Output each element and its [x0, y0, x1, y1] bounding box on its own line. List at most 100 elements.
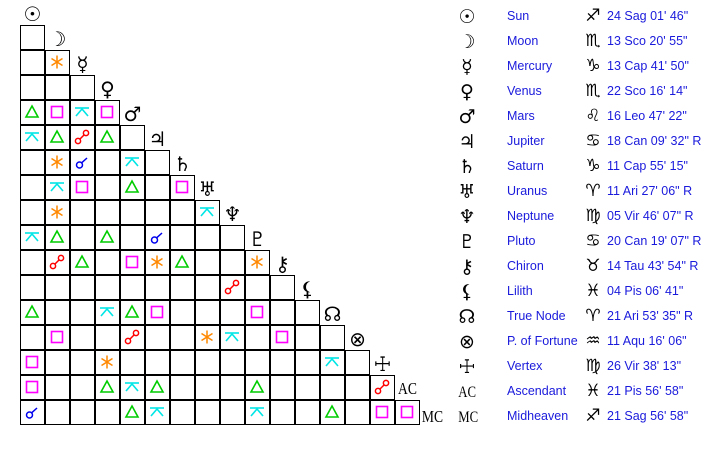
planet-glyph-icon: ♂: [458, 106, 476, 128]
aspect-cell: [219, 249, 245, 275]
grid-glyph-uranus: ♅: [198, 177, 217, 201]
aspect-cell: [44, 99, 70, 125]
aspect-cell: [94, 99, 120, 125]
aspect-cell: [219, 374, 245, 400]
aspect-cell: [119, 224, 145, 250]
aspect-cell: [69, 174, 95, 200]
aspect-cell: [169, 399, 195, 425]
aspect-cell: [94, 149, 120, 175]
aspect-cell: [19, 99, 45, 125]
aspect-cell: [144, 149, 170, 175]
aspect-cell: [119, 374, 145, 400]
aspect-cell: [294, 349, 320, 375]
aspect-cell: [219, 324, 245, 350]
sextile-aspect-icon: [99, 354, 115, 370]
square-aspect-icon: [399, 404, 415, 420]
aspect-cell: [94, 274, 120, 300]
planet-row: ☩ Vertex ♍ 26 Vir 38' 13": [450, 356, 705, 385]
planet-glyph-icon: ⊗: [459, 331, 475, 353]
planet-position: 24 Sag 01' 46": [607, 9, 689, 23]
aspect-cell: [119, 149, 145, 175]
aspect-cell: [44, 299, 70, 325]
aspect-cell: [19, 74, 45, 100]
planet-name: Mercury: [507, 59, 553, 73]
aspect-cell: [269, 299, 295, 325]
planet-name: Sun: [507, 9, 530, 23]
aspect-cell: [269, 324, 295, 350]
planet-name: Venus: [507, 84, 542, 98]
sextile-aspect-icon: [249, 254, 265, 270]
planet-glyph-icon: ♇: [458, 231, 476, 253]
grid-glyph-venus: ♀: [100, 77, 115, 101]
planet-name: Mars: [507, 109, 535, 123]
planet-name: Saturn: [507, 159, 544, 173]
aspect-cell: [294, 399, 320, 425]
aspect-cell: [344, 374, 370, 400]
planet-name: Pluto: [507, 234, 536, 248]
trine-aspect-icon: [99, 129, 115, 145]
aspect-cell: [19, 324, 45, 350]
planet-name: Jupiter: [507, 134, 545, 148]
aspect-cell: [269, 399, 295, 425]
planet-row: ⚷ Chiron ♉ 14 Tau 43' 54" R: [450, 256, 705, 285]
quincunx-aspect-icon: [199, 204, 215, 220]
grid-glyph-mars: ♂: [123, 102, 142, 126]
planet-name: Lilith: [507, 284, 533, 298]
aspect-cell: [19, 349, 45, 375]
planet-position-list: ☉ Sun ♐ 24 Sag 01' 46" ☽ Moon ♏ 13 Sco 20…: [450, 0, 705, 450]
conjunction-aspect-icon: [74, 154, 90, 170]
aspect-cell: [144, 399, 170, 425]
planet-row: ♆ Neptune ♍ 05 Vir 46' 07" R: [450, 206, 705, 235]
planet-position: 20 Can 19' 07" R: [607, 234, 702, 248]
zodiac-sign-icon: ♐: [585, 406, 601, 426]
aspect-cell: [69, 299, 95, 325]
aspect-cell: [44, 174, 70, 200]
aspect-cell: [19, 374, 45, 400]
planet-name: Uranus: [507, 184, 548, 198]
trine-aspect-icon: [99, 379, 115, 395]
aspect-cell: [169, 374, 195, 400]
planet-name: Ascendant: [507, 384, 567, 398]
aspect-cell: [269, 349, 295, 375]
aspect-cell: [69, 224, 95, 250]
planet-glyph-icon: ☿: [461, 56, 473, 78]
planet-glyph-icon: MC: [458, 409, 479, 426]
aspect-cell: [244, 249, 270, 275]
aspect-cell: [269, 274, 295, 300]
trine-aspect-icon: [149, 379, 165, 395]
aspect-cell: [194, 199, 220, 225]
planet-name: Chiron: [507, 259, 544, 273]
planet-row: ♄ Saturn ♑ 11 Cap 55' 15": [450, 156, 705, 185]
trine-aspect-icon: [49, 229, 65, 245]
zodiac-sign-icon: ♈: [585, 306, 601, 326]
aspect-cell: [294, 299, 320, 325]
aspect-cell: [119, 399, 145, 425]
planet-position: 13 Cap 41' 50": [607, 59, 689, 73]
conjunction-aspect-icon: [149, 229, 165, 245]
aspect-cell: [44, 249, 70, 275]
quincunx-aspect-icon: [249, 404, 265, 420]
planet-position: 05 Vir 46' 07" R: [607, 209, 694, 223]
grid-glyph-jupiter: ♃: [148, 127, 167, 151]
trine-aspect-icon: [99, 229, 115, 245]
aspect-cell: [144, 224, 170, 250]
aspect-cell: [219, 224, 245, 250]
planet-glyph-icon: ♄: [458, 156, 476, 178]
aspect-cell: [94, 374, 120, 400]
aspect-cell: [94, 324, 120, 350]
quincunx-aspect-icon: [74, 104, 90, 120]
sextile-aspect-icon: [49, 204, 65, 220]
aspect-cell: [94, 249, 120, 275]
aspect-cell: [94, 174, 120, 200]
aspect-cell: [244, 274, 270, 300]
grid-glyph-sun: ☉: [23, 2, 42, 26]
zodiac-sign-icon: ♉: [585, 256, 601, 276]
aspect-cell: [69, 124, 95, 150]
aspect-cell: [194, 224, 220, 250]
aspect-cell: [169, 299, 195, 325]
aspect-cell: [319, 349, 345, 375]
aspect-cell: [369, 374, 395, 400]
zodiac-sign-icon: ♓: [585, 381, 601, 401]
aspect-cell: [219, 399, 245, 425]
planet-row: ☿ Mercury ♑ 13 Cap 41' 50": [450, 56, 705, 85]
